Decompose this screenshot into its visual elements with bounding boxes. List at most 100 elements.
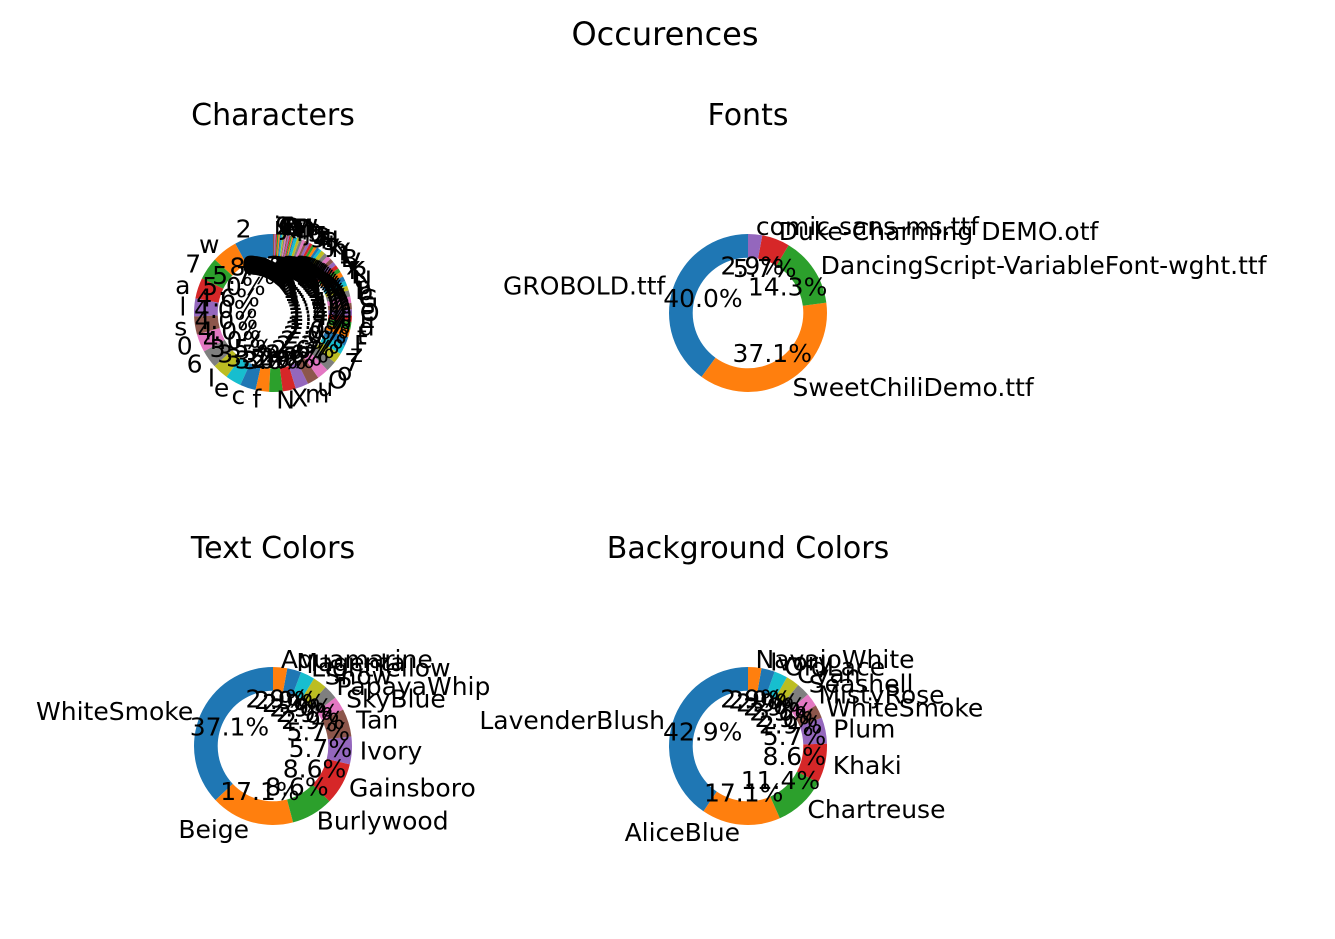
slice-label: Aquamarine bbox=[281, 645, 433, 674]
pie-slice-y bbox=[305, 248, 322, 270]
slice-percent-label: 2.9% bbox=[721, 251, 785, 280]
slice-percent-label: 2.6% bbox=[265, 339, 329, 368]
slice-percent-label: 3.5% bbox=[226, 343, 290, 372]
pie-slice-h bbox=[309, 253, 328, 274]
slice-label: R bbox=[351, 261, 368, 290]
slice-percent-label: 3.0% bbox=[235, 345, 299, 374]
slice-percent-label: 0.6% bbox=[260, 255, 324, 284]
slice-label: 2 bbox=[236, 214, 252, 243]
pie-slice-y bbox=[311, 255, 331, 276]
slice-label: K bbox=[349, 256, 366, 285]
slice-percent-label: 0.6% bbox=[255, 253, 319, 282]
slice-percent-label: 14.3% bbox=[748, 272, 827, 301]
pie-slice-f bbox=[323, 329, 349, 346]
slice-label: p bbox=[355, 271, 371, 300]
pie-slice-7 bbox=[201, 259, 233, 289]
slice-percent-label: 5.7% bbox=[763, 722, 827, 751]
slice-percent-label: 0.3% bbox=[243, 251, 307, 280]
slice-label: WhiteSmoke bbox=[36, 697, 193, 726]
slice-percent-label: 0.3% bbox=[249, 252, 313, 281]
pie-slice-z bbox=[320, 335, 345, 354]
slice-label: n bbox=[298, 215, 314, 244]
slice-label: 1 bbox=[338, 241, 354, 270]
slice-percent-label: 40.0% bbox=[663, 284, 742, 313]
slice-percent-label: 11.4% bbox=[741, 766, 820, 795]
pie-slice-l bbox=[286, 236, 294, 260]
slice-percent-label: 0.3% bbox=[245, 251, 309, 280]
slice-label: g bbox=[310, 220, 326, 249]
slice-percent-label: 8.6% bbox=[265, 772, 329, 801]
slice-label: m bbox=[305, 379, 329, 408]
slice-label: f bbox=[252, 385, 262, 414]
slice-percent-label: 2.0% bbox=[283, 321, 347, 350]
slice-label: V bbox=[344, 248, 361, 277]
pie-slice-b bbox=[325, 290, 351, 302]
pie-slice-0 bbox=[197, 328, 225, 352]
slice-label: j bbox=[303, 217, 311, 246]
slice-percent-label: 2.9% bbox=[276, 699, 340, 728]
pie-slice-tan bbox=[322, 709, 352, 740]
pie-slice-aliceblue bbox=[703, 791, 780, 825]
slice-percent-label: 1.7% bbox=[288, 306, 352, 335]
pie-slice-aquamarine bbox=[273, 667, 288, 692]
pie-slice-gainsboro bbox=[312, 758, 350, 802]
pie-slice-oldlace bbox=[766, 671, 787, 698]
slice-label: X bbox=[291, 384, 308, 413]
slice-percent-label: 5.7% bbox=[289, 734, 353, 763]
slice-label: U bbox=[353, 266, 371, 295]
slice-percent-label: 2.9% bbox=[736, 688, 800, 717]
pie-slice-5 bbox=[297, 241, 310, 265]
slice-percent-label: 2.9% bbox=[755, 704, 819, 733]
pie-slice-2 bbox=[235, 234, 273, 265]
pie-slice-c bbox=[240, 363, 261, 391]
slice-label: l bbox=[179, 292, 186, 321]
slice-percent-label: 2.0% bbox=[285, 316, 349, 345]
slice-label: Tan bbox=[355, 706, 398, 735]
pie-slice-u bbox=[323, 280, 348, 294]
slice-label: t bbox=[357, 321, 367, 350]
pie-slice-v bbox=[282, 235, 289, 259]
slice-label: Ivory bbox=[360, 736, 423, 765]
slice-percent-label: 0.3% bbox=[253, 253, 317, 282]
slice-percent-label: 0.9% bbox=[271, 262, 335, 291]
slice-label: G bbox=[359, 284, 378, 313]
slice-label: Y bbox=[334, 237, 351, 266]
slice-percent-label: 4.0% bbox=[203, 326, 267, 355]
pie-slice-o bbox=[311, 347, 335, 371]
slice-percent-label: 0.9% bbox=[273, 263, 337, 292]
slice-percent-label: 8.6% bbox=[230, 253, 294, 282]
slice-label: v bbox=[289, 213, 304, 242]
pie-slice-t bbox=[325, 324, 351, 338]
slice-percent-label: 5.7% bbox=[212, 261, 276, 290]
slice-label: comic-sans-ms.ttf bbox=[756, 212, 980, 241]
slice-label: PapayaWhip bbox=[336, 672, 490, 701]
slice-label: Q bbox=[280, 212, 300, 241]
slice-label: T bbox=[289, 213, 306, 242]
pie-slice-f bbox=[255, 366, 271, 392]
slice-label: x bbox=[346, 251, 361, 280]
slice-label: C bbox=[278, 212, 295, 241]
slice-label: Beige bbox=[178, 815, 249, 844]
pie-slice-seashell bbox=[783, 684, 808, 710]
pie-slice-snow bbox=[301, 678, 326, 705]
slice-percent-label: 2.9% bbox=[262, 689, 326, 718]
slice-percent-label: 17.1% bbox=[704, 779, 783, 808]
slice-percent-label: 0.9% bbox=[277, 267, 341, 296]
slice-percent-label: 1.1% bbox=[285, 281, 349, 310]
slice-percent-label: 3.5% bbox=[217, 339, 281, 368]
slice-percent-label: 0.6% bbox=[266, 258, 330, 287]
pie-slice-whitesmoke bbox=[795, 705, 822, 727]
slice-label: r bbox=[286, 213, 297, 242]
pie-slice-ivory bbox=[326, 736, 352, 765]
slice-percent-label: 2.6% bbox=[271, 335, 335, 364]
slice-label: O bbox=[360, 298, 380, 327]
slice-percent-label: 37.1% bbox=[190, 713, 269, 742]
slice-percent-label: 0.6% bbox=[268, 260, 332, 289]
slice-percent-label: 0.3% bbox=[247, 252, 311, 281]
slice-percent-label: 0.6% bbox=[270, 261, 334, 290]
slice-label: DancingScript-VariableFont-wght.ttf bbox=[821, 251, 1268, 280]
slice-label: w bbox=[199, 230, 219, 259]
slice-label: 7 bbox=[185, 250, 201, 279]
slice-label: a bbox=[175, 271, 190, 300]
